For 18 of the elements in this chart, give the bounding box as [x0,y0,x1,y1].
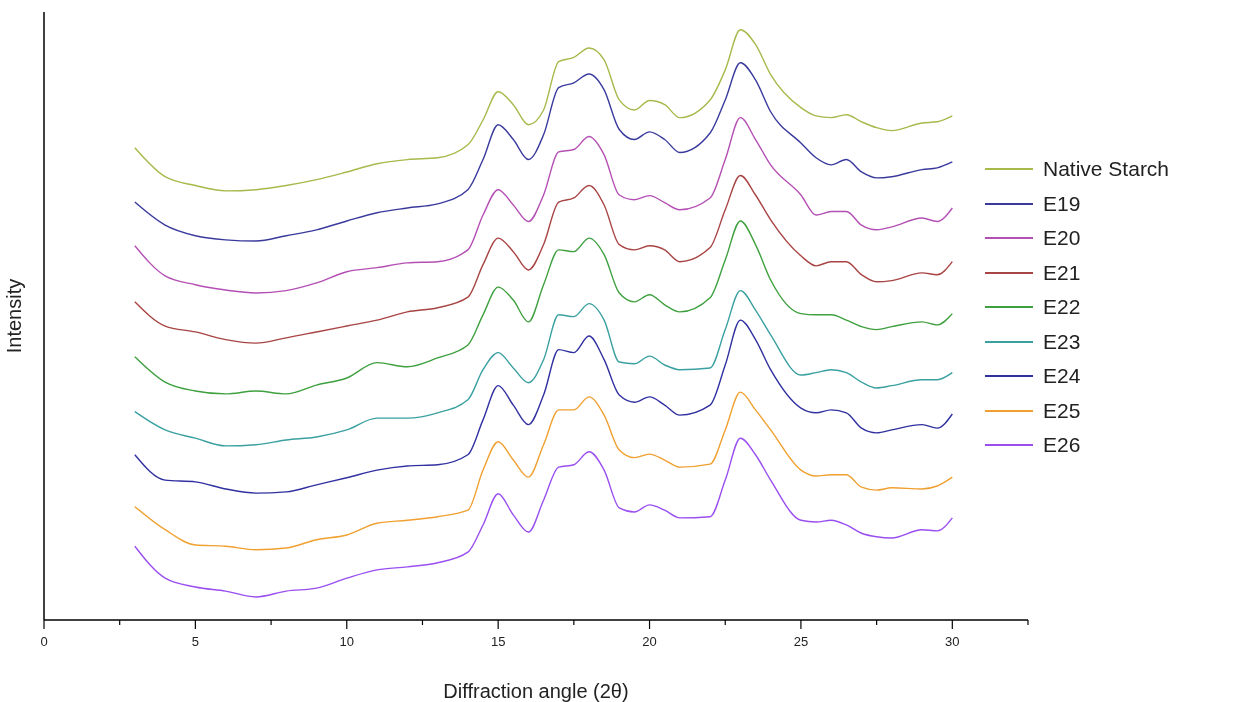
x-tick-label: 25 [793,634,809,649]
y-axis-title: Intensity [3,278,26,354]
x-tick-label: 10 [339,634,354,649]
x-tick-label: 30 [945,634,960,649]
x-tick-label: 20 [642,634,657,649]
x-tick-label: 15 [490,634,506,649]
legend-label: E23 [1043,329,1081,354]
legend-label: E22 [1043,295,1081,320]
legend-label: E21 [1043,260,1081,285]
x-tick-label: 5 [191,634,199,649]
legend-label: E25 [1043,398,1081,423]
x-tick-label: 0 [40,634,48,649]
legend-label: Native Starch [1043,157,1170,182]
legend-label: E26 [1043,433,1081,458]
x-axis-title: Diffraction angle (2θ) [443,680,629,702]
legend-label: E19 [1043,191,1081,216]
legend-label: E24 [1043,364,1081,389]
legend-label: E20 [1043,226,1081,251]
